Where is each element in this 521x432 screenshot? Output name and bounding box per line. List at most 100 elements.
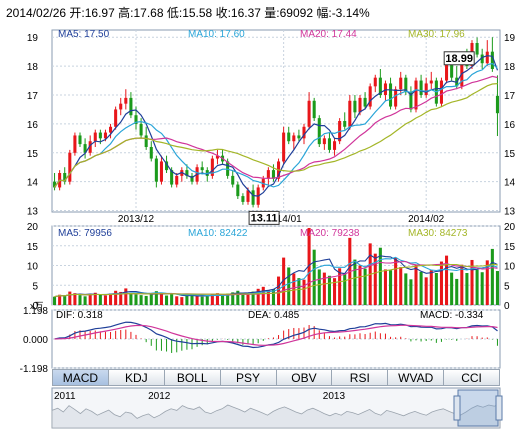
overview-right-handle xyxy=(495,395,503,421)
volume-bar xyxy=(114,290,118,305)
volume-tick-left: 0 xyxy=(32,301,38,312)
candle-body xyxy=(93,132,97,142)
volume-bar xyxy=(312,249,316,305)
tab-wvad[interactable]: WVAD xyxy=(388,369,445,386)
open-value: 16.97 xyxy=(84,6,115,20)
price-legend-2: MA20: 17.44 xyxy=(300,29,357,40)
overview-year-label: 2011 xyxy=(54,391,76,402)
volume-bar xyxy=(465,273,469,305)
close-label: 收: xyxy=(215,6,231,20)
open-label: 开: xyxy=(69,6,85,20)
candle-body xyxy=(389,83,393,107)
tab-psy[interactable]: PSY xyxy=(220,369,277,386)
price-tick-left: 13 xyxy=(27,207,39,218)
candle-body xyxy=(73,135,77,153)
candle-body xyxy=(368,86,372,107)
price-tick-left: 18 xyxy=(27,62,39,73)
price-tick-left: 15 xyxy=(27,149,39,160)
macd-legend-1: DEA: 0.485 xyxy=(248,310,300,321)
volume-bar xyxy=(144,295,148,305)
macd-legend-2: MACD: -0.334 xyxy=(420,310,484,321)
quote-date: 2014/02/26 xyxy=(6,6,67,20)
volume-bar xyxy=(475,269,479,305)
volume-bar xyxy=(307,227,311,305)
candle-body xyxy=(394,89,398,107)
candle-body xyxy=(287,132,291,142)
volume-bar xyxy=(327,275,331,305)
candle-body xyxy=(266,170,270,179)
candle-body xyxy=(170,170,174,185)
candle-body xyxy=(363,97,367,107)
volume-bar xyxy=(480,272,484,305)
volume-bar xyxy=(68,291,72,305)
low-value: 15.58 xyxy=(182,6,213,20)
date-tick-label: 2014/01 xyxy=(266,214,303,225)
price-tick-right: 17 xyxy=(504,91,516,102)
tab-obv[interactable]: OBV xyxy=(276,369,333,386)
volume-bar xyxy=(363,268,367,305)
volume-bar xyxy=(434,273,438,305)
price-tick-left: 14 xyxy=(27,178,39,189)
price-panel-frame xyxy=(51,29,501,213)
volume-bar xyxy=(271,289,275,305)
volume-bar xyxy=(215,293,219,305)
dif-line xyxy=(54,321,498,349)
volume-bar xyxy=(399,267,403,305)
candle-body xyxy=(215,155,219,159)
candle-body xyxy=(210,158,214,176)
volume-value: 69092 xyxy=(279,6,313,20)
tab-kdj[interactable]: KDJ xyxy=(108,369,165,386)
volume-bar xyxy=(210,293,214,305)
volume-unit-label: x万 xyxy=(30,301,44,311)
volume-bar xyxy=(266,289,270,305)
tab-rsi[interactable]: RSI xyxy=(332,369,389,386)
price-tick-right: 13 xyxy=(504,207,516,218)
high-label: 高: xyxy=(118,6,134,20)
volume-legend-3: MA30: 84273 xyxy=(408,228,468,239)
candle-body xyxy=(124,97,128,104)
tab-macd[interactable]: MACD xyxy=(52,369,109,386)
overview-left-handle xyxy=(453,395,461,421)
candle-body xyxy=(343,121,347,127)
price-tick-left: 16 xyxy=(27,120,39,131)
low-marker-box xyxy=(248,210,280,225)
candle-body xyxy=(134,115,138,124)
tab-cci[interactable]: CCI xyxy=(444,369,500,386)
price-tick-left: 19 xyxy=(27,33,39,44)
candle-body xyxy=(475,43,479,55)
candle-body xyxy=(358,97,362,113)
candle-body xyxy=(190,175,194,182)
candle-body xyxy=(307,100,311,127)
candle-body xyxy=(165,161,169,171)
tab-boll[interactable]: BOLL xyxy=(164,369,221,386)
candle-body xyxy=(409,92,413,110)
candle-body xyxy=(241,196,245,202)
candle-body xyxy=(445,63,449,81)
price-tick-right: 18 xyxy=(504,62,516,73)
candle-body xyxy=(78,135,82,145)
volume-bar xyxy=(439,261,443,305)
volume-bar xyxy=(383,269,387,305)
volume-bar xyxy=(73,293,77,305)
price-tick-right: 19 xyxy=(504,33,516,44)
price-ma10-line xyxy=(54,62,498,188)
volume-bar xyxy=(302,279,306,305)
volume-tick-left: 5 xyxy=(32,281,38,292)
volume-bar xyxy=(470,259,474,305)
volume-bar xyxy=(282,257,286,305)
volume-bar xyxy=(159,293,163,305)
volume-bar xyxy=(200,296,204,305)
date-tick-label: 2014/02 xyxy=(408,214,445,225)
volume-bar xyxy=(109,293,113,305)
volume-bar xyxy=(261,286,265,305)
volume-tick-right: 0 xyxy=(504,301,510,312)
candle-body xyxy=(83,144,87,153)
volume-bar xyxy=(246,294,250,305)
volume-bar xyxy=(180,297,184,305)
volume-bar xyxy=(134,294,138,305)
volume-bar xyxy=(124,288,128,305)
candle-body xyxy=(175,175,179,185)
date-tick-label: 2013/12 xyxy=(118,214,155,225)
volume-bar xyxy=(53,296,57,305)
